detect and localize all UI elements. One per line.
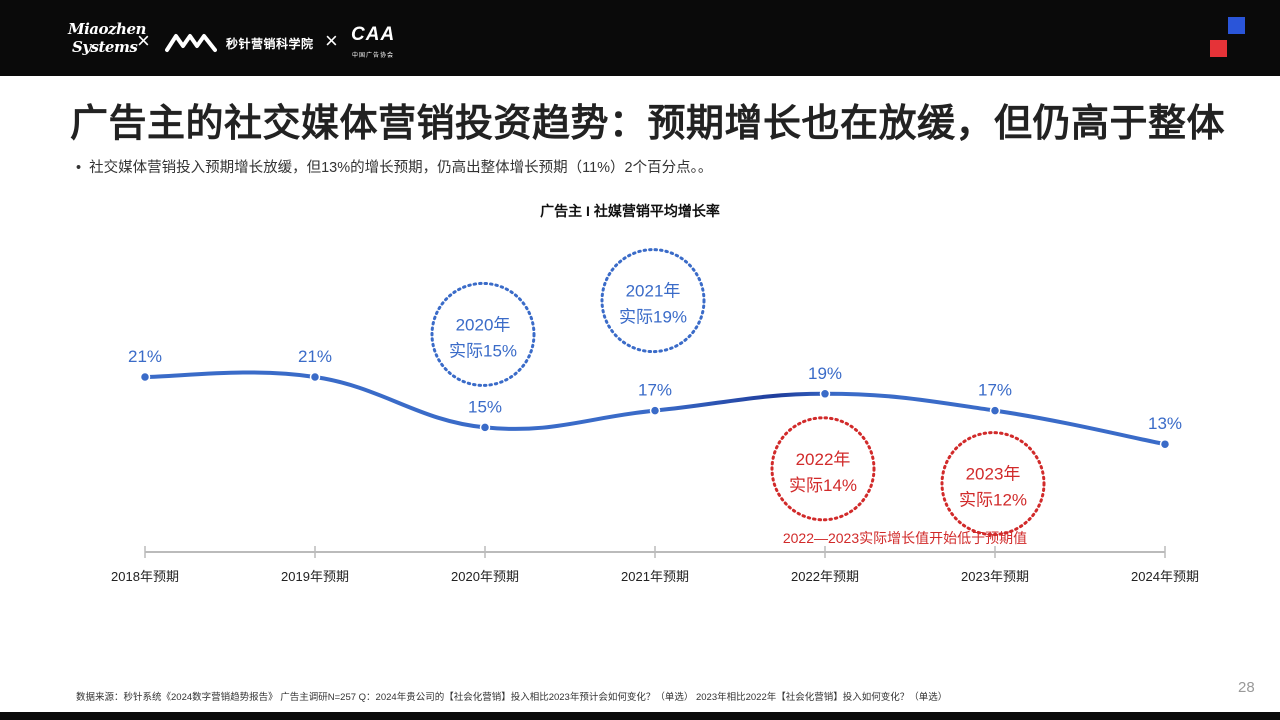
x-tick-label: 2021年预期 [621,569,689,584]
chart-title: 广告主 I 社媒营销平均增长率 [540,203,720,219]
bullet-marker: • [76,160,82,176]
actual-value-circle [430,281,536,387]
caa-logo: CAA [351,24,396,45]
bullet-point: • 社交媒体营销投入预期增长放缓，但13%的增长预期，仍高出整体增长预期（11%）… [76,156,712,177]
bullet-text: 社交媒体营销投入预期增长放缓，但13%的增长预期，仍高出整体增长预期（11%）2… [89,160,713,176]
data-point [479,422,491,433]
actual-value-label: 实际15% [449,341,517,360]
annotation-text: 2022—2023实际增长值开始低于预期值 [783,530,1027,546]
actual-value-circle [770,416,876,522]
x-tick-label: 2022年预期 [791,569,859,584]
actual-year-label: 2020年 [456,315,511,334]
data-label: 21% [298,347,332,366]
data-point [989,405,1001,416]
actual-value-label: 实际14% [789,476,857,495]
academy-logo-mark-icon [165,34,217,52]
x-tick-label: 2024年预期 [1131,569,1199,584]
actual-year-label: 2022年 [796,450,851,469]
bottom-bar [0,712,1280,720]
miaozhen-logo-line1: Miaozhen [68,20,146,38]
x-tick-label: 2018年预期 [111,569,179,584]
actual-year-label: 2021年 [626,282,681,301]
miaozhen-logo: Miaozhen Systems [68,20,146,56]
blue-square-decoration [1228,17,1245,34]
actual-value-circle [940,431,1046,537]
data-point [1159,438,1171,450]
separator-x-icon: × [137,28,150,53]
x-tick-label: 2023年预期 [961,569,1029,584]
data-label: 15% [468,397,502,416]
x-tick-label: 2020年预期 [451,569,519,584]
caa-logo-subtitle: 中国广告协会 [352,53,395,59]
data-label: 17% [638,381,672,400]
x-tick-label: 2019年预期 [281,569,349,584]
page-number: 28 [1238,679,1255,696]
data-label: 21% [128,347,162,366]
top-bar: Miaozhen Systems × 秒针营销科学院 × CAA 中国广告协会 [0,0,1280,76]
actual-value-label: 实际12% [959,491,1027,510]
data-point [819,388,831,400]
miaozhen-logo-line2: Systems [72,38,138,56]
page-title: 广告主的社交媒体营销投资趋势：预期增长也在放缓，但仍高于整体 [70,103,1226,145]
data-label: 17% [978,381,1012,400]
data-point [649,405,661,416]
actual-year-label: 2023年 [966,465,1021,484]
data-label: 13% [1148,414,1182,433]
footnote: 数据来源：秒针系统《2024数字营销趋势报告》 广告主调研N=257 Q：202… [76,692,948,703]
actual-value-circle [600,248,706,354]
actual-value-label: 实际19% [619,308,687,327]
data-point [309,371,321,383]
data-label: 19% [808,364,842,383]
red-square-decoration [1210,40,1227,57]
academy-logo-text: 秒针营销科学院 [226,37,314,51]
data-point [139,371,151,383]
separator-x-icon-2: × [325,28,338,53]
